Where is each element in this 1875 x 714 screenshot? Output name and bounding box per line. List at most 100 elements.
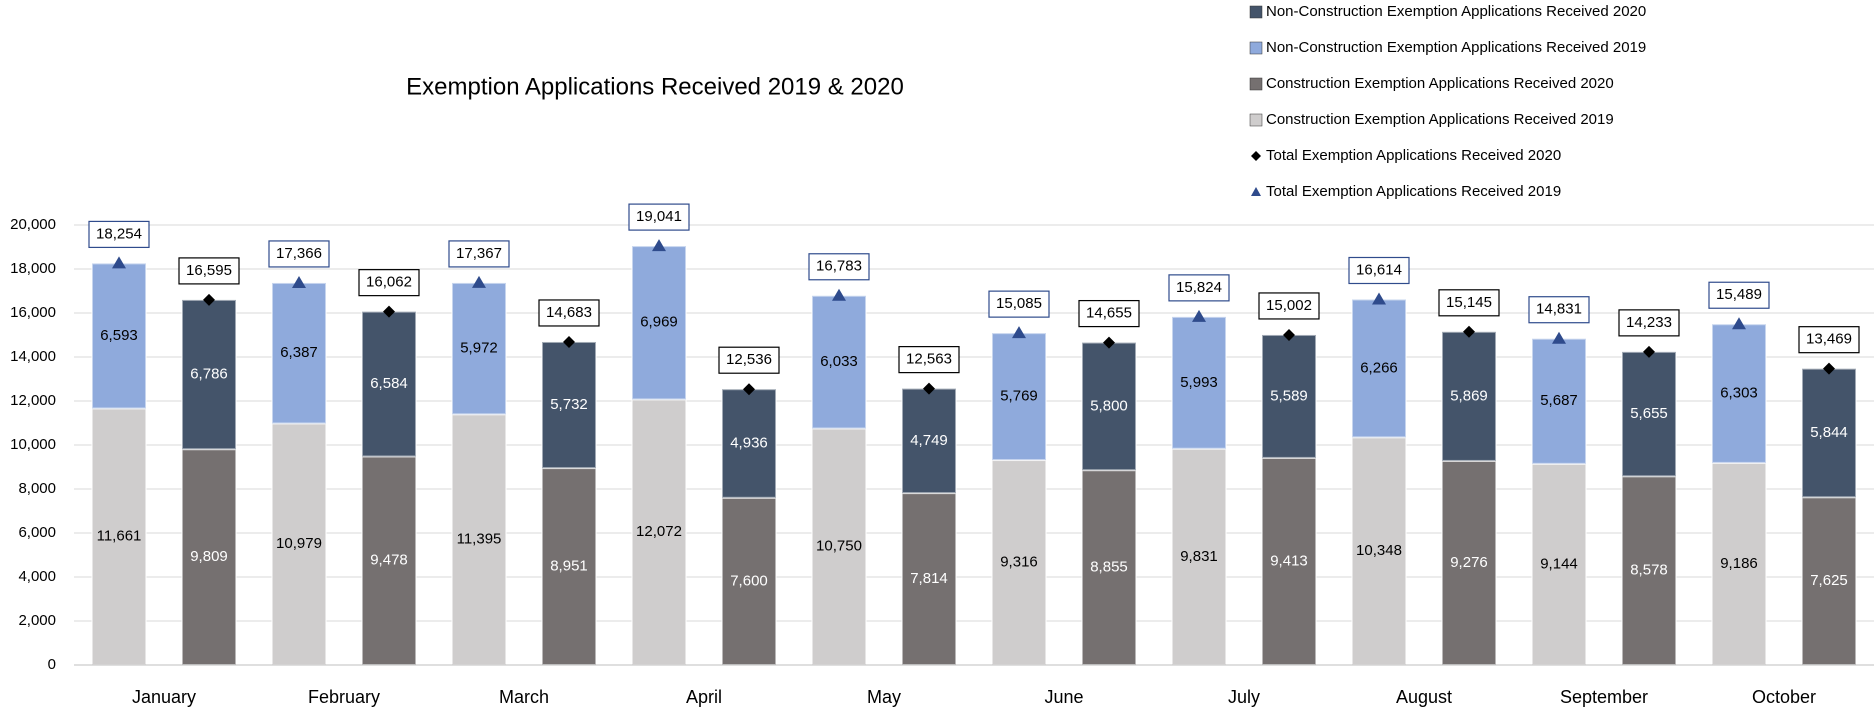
total-marker bbox=[383, 305, 395, 318]
legend-swatch bbox=[1249, 41, 1263, 55]
total-label: 16,595 bbox=[186, 262, 232, 279]
total-marker bbox=[1823, 362, 1835, 375]
y-tick-label: 4,000 bbox=[18, 568, 56, 585]
label-box bbox=[1438, 289, 1500, 317]
data-label: 6,593 bbox=[100, 327, 138, 344]
total-marker bbox=[472, 275, 486, 288]
bar-segment bbox=[361, 310, 417, 458]
data-label: 10,348 bbox=[1356, 542, 1402, 559]
data-label: 9,478 bbox=[370, 552, 408, 569]
bar-segment bbox=[1711, 461, 1767, 666]
label-box bbox=[898, 346, 960, 374]
total-label: 19,041 bbox=[636, 208, 682, 225]
bar-segment bbox=[631, 398, 687, 666]
data-label: 6,033 bbox=[820, 353, 858, 370]
data-label: 5,972 bbox=[460, 340, 498, 357]
total-marker bbox=[563, 335, 575, 348]
x-tick-label: September bbox=[1560, 687, 1648, 707]
total-label: 16,062 bbox=[366, 274, 412, 291]
data-label: 5,769 bbox=[1000, 388, 1038, 405]
total-marker bbox=[203, 293, 215, 306]
total-marker bbox=[652, 239, 666, 252]
total-label: 15,002 bbox=[1266, 297, 1312, 314]
label-box bbox=[1258, 292, 1320, 320]
label-box bbox=[1528, 296, 1590, 324]
total-marker bbox=[1103, 336, 1115, 349]
x-tick-label: July bbox=[1228, 687, 1260, 707]
total-marker bbox=[292, 275, 306, 288]
data-label: 7,625 bbox=[1810, 572, 1848, 589]
total-marker bbox=[1283, 328, 1295, 341]
y-tick-label: 12,000 bbox=[10, 392, 56, 409]
total-label: 15,824 bbox=[1176, 279, 1222, 296]
data-label: 10,750 bbox=[816, 538, 862, 555]
label-box bbox=[1708, 281, 1770, 309]
bar-segment bbox=[1261, 456, 1317, 666]
bar-segment bbox=[1171, 315, 1227, 450]
legend-label: Total Exemption Applications Received 20… bbox=[1266, 183, 1561, 200]
label-box bbox=[88, 220, 150, 249]
label-box bbox=[448, 240, 510, 268]
total-marker bbox=[1643, 345, 1655, 358]
total-label: 17,366 bbox=[276, 245, 322, 262]
total-label: 14,683 bbox=[546, 304, 592, 321]
label-box bbox=[1348, 256, 1410, 285]
data-label: 8,951 bbox=[550, 558, 588, 575]
y-tick-label: 2,000 bbox=[18, 612, 56, 629]
bar-segment bbox=[271, 281, 327, 425]
data-label: 5,732 bbox=[550, 396, 588, 413]
bar-segment bbox=[991, 459, 1047, 666]
data-label: 4,936 bbox=[730, 434, 768, 451]
bar-segment bbox=[271, 422, 327, 666]
y-tick-label: 10,000 bbox=[10, 436, 56, 453]
bar-segment bbox=[1351, 298, 1407, 439]
total-marker bbox=[923, 382, 935, 395]
data-label: 5,869 bbox=[1450, 387, 1488, 404]
bar-segment bbox=[1441, 459, 1497, 667]
bar-segment bbox=[451, 281, 507, 416]
data-label: 4,749 bbox=[910, 432, 948, 449]
label-box bbox=[1168, 274, 1230, 302]
total-marker bbox=[1552, 331, 1566, 344]
data-label: 9,831 bbox=[1180, 548, 1218, 565]
total-label: 16,614 bbox=[1356, 261, 1402, 278]
total-label: 15,145 bbox=[1446, 294, 1492, 311]
data-label: 5,844 bbox=[1810, 424, 1848, 441]
total-label: 16,783 bbox=[816, 258, 862, 275]
y-tick-label: 14,000 bbox=[10, 348, 56, 365]
total-label: 13,469 bbox=[1806, 331, 1852, 348]
x-tick-label: March bbox=[499, 687, 549, 707]
x-tick-label: April bbox=[686, 687, 722, 707]
total-label: 14,655 bbox=[1086, 305, 1132, 322]
total-label: 14,233 bbox=[1626, 314, 1672, 331]
bar-segment bbox=[901, 492, 957, 667]
y-tick-label: 8,000 bbox=[18, 480, 56, 497]
legend-swatch bbox=[1251, 151, 1261, 161]
legend-label: Non-Construction Exemption Applications … bbox=[1266, 39, 1646, 56]
data-label: 6,303 bbox=[1720, 385, 1758, 402]
data-label: 9,276 bbox=[1450, 554, 1488, 571]
legend-label: Non-Construction Exemption Applications … bbox=[1266, 3, 1646, 20]
label-box bbox=[358, 269, 420, 297]
total-marker bbox=[743, 383, 755, 396]
label-box bbox=[988, 290, 1050, 318]
data-label: 9,144 bbox=[1540, 555, 1578, 572]
data-label: 5,655 bbox=[1630, 405, 1668, 422]
bar-segment bbox=[541, 467, 597, 666]
label-box bbox=[1798, 326, 1860, 354]
legend-swatch bbox=[1249, 113, 1263, 127]
data-label: 7,814 bbox=[910, 570, 948, 587]
total-marker bbox=[1463, 325, 1475, 338]
bar-segment bbox=[91, 407, 147, 666]
x-tick-label: August bbox=[1396, 687, 1452, 707]
bar-segment bbox=[811, 294, 867, 430]
data-label: 9,809 bbox=[190, 548, 228, 565]
data-label: 10,979 bbox=[276, 535, 322, 552]
total-label: 17,367 bbox=[456, 245, 502, 262]
total-label: 18,254 bbox=[96, 225, 142, 242]
total-marker bbox=[832, 288, 846, 301]
bar-segment bbox=[181, 448, 237, 666]
total-label: 15,489 bbox=[1716, 286, 1762, 303]
data-label: 9,316 bbox=[1000, 553, 1038, 570]
